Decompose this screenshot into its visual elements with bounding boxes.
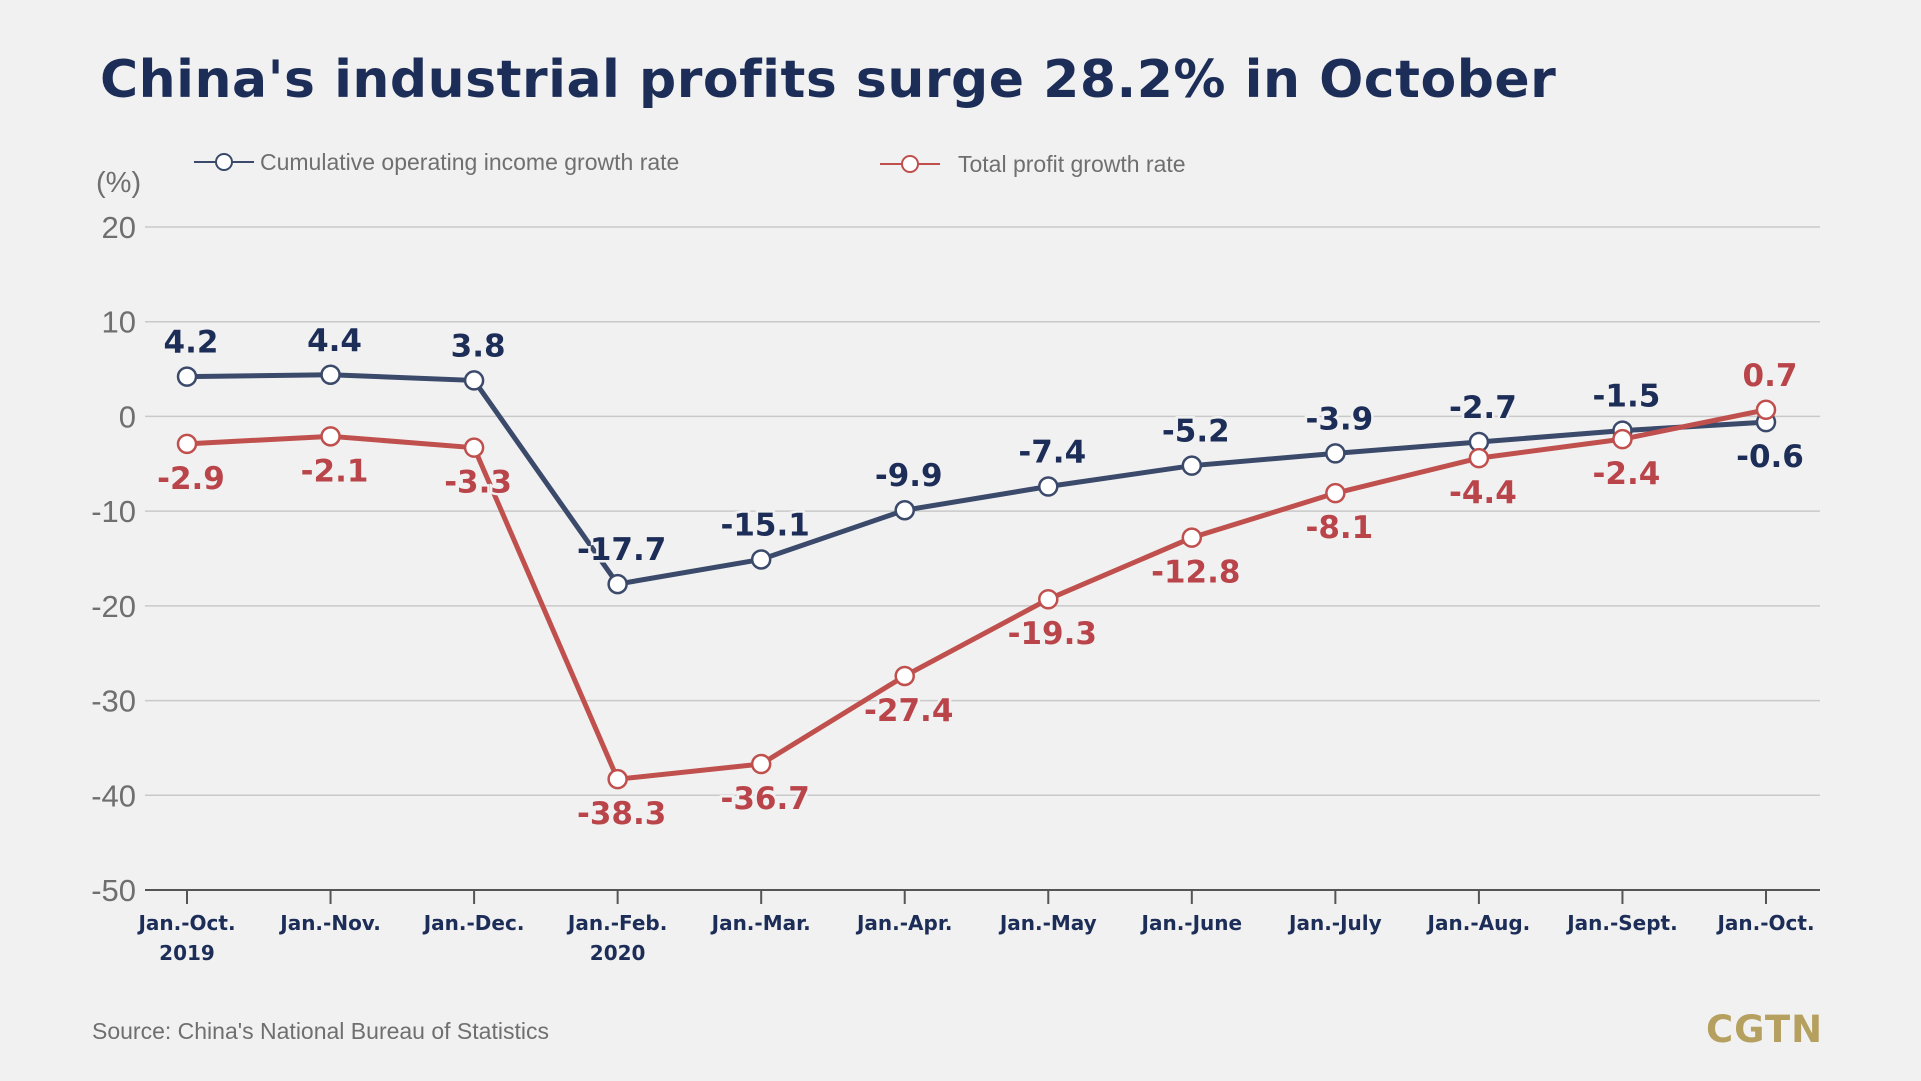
chart-title: China's industrial profits surge 28.2% i… xyxy=(100,50,1557,110)
y-tick-label: -30 xyxy=(91,684,136,719)
x-tick-label: 2020 xyxy=(590,941,646,965)
data-label-income: -9.9 xyxy=(875,458,943,494)
cgtn-logo: CGTN xyxy=(1706,1008,1824,1051)
data-point-profit xyxy=(1755,399,1777,421)
series-line-profit xyxy=(186,407,1767,782)
legend-marker-profit xyxy=(880,155,940,173)
data-point-profit xyxy=(1181,527,1203,548)
y-tick-label: -10 xyxy=(91,494,136,529)
y-tick-label: 20 xyxy=(102,210,136,245)
data-point-profit xyxy=(463,437,485,458)
data-label-profit: -4.4 xyxy=(1449,475,1517,511)
data-label-income: -0.6 xyxy=(1736,439,1804,475)
data-label-income: 3.8 xyxy=(451,328,506,364)
x-tick-label: Jan.-July xyxy=(1287,911,1382,935)
data-point-income xyxy=(320,364,341,386)
data-point-profit xyxy=(1038,588,1059,610)
data-label-profit: -27.4 xyxy=(864,693,953,729)
x-tick-label: 2019 xyxy=(159,941,215,965)
data-label-profit: -19.3 xyxy=(1008,616,1097,652)
y-tick-label: 0 xyxy=(119,399,136,434)
data-point-profit xyxy=(607,768,628,790)
data-label-profit: -36.7 xyxy=(721,781,810,817)
y-tick-label: -50 xyxy=(91,873,136,908)
data-point-profit xyxy=(1468,447,1490,469)
legend-label-income: Cumulative operating income growth rate xyxy=(260,149,680,175)
y-tick-label: -20 xyxy=(91,589,136,624)
x-tick-label: Jan.-Nov. xyxy=(278,911,381,935)
data-label-profit: -8.1 xyxy=(1305,510,1373,546)
data-label-profit: 0.7 xyxy=(1743,358,1798,394)
data-point-income xyxy=(750,549,772,570)
data-label-profit: -3.3 xyxy=(444,465,512,501)
data-label-profit: -2.9 xyxy=(157,461,225,497)
data-label-income: -3.9 xyxy=(1305,401,1373,437)
data-label-income: -5.2 xyxy=(1162,414,1230,450)
x-tick-label: Jan.-Oct. xyxy=(136,911,235,935)
y-tick-label: 10 xyxy=(102,305,136,340)
data-point-profit xyxy=(1325,482,1346,504)
data-point-income xyxy=(1325,443,1346,464)
data-label-income: -1.5 xyxy=(1593,379,1661,415)
x-tick-label: Jan.-Oct. xyxy=(1715,911,1814,935)
data-label-income: -2.7 xyxy=(1449,390,1517,426)
series-line-income xyxy=(186,372,1767,587)
x-tick-label: Jan.-Feb. xyxy=(566,911,667,935)
legend-marker-income xyxy=(194,153,254,171)
data-point-income xyxy=(607,573,628,595)
data-label-income: -7.4 xyxy=(1018,435,1086,471)
data-label-profit: -2.1 xyxy=(301,453,369,489)
x-tick-label: Jan.-Aug. xyxy=(1426,911,1531,935)
data-point-profit xyxy=(750,753,772,775)
data-label-profit: -12.8 xyxy=(1151,555,1240,591)
data-label-income: 4.4 xyxy=(307,323,362,359)
data-point-profit xyxy=(894,665,915,687)
data-point-profit xyxy=(320,426,341,447)
x-tick-label: Jan.-Mar. xyxy=(710,911,811,935)
data-point-profit xyxy=(176,433,198,455)
data-label-profit: -38.3 xyxy=(577,796,666,832)
data-label-profit: -2.4 xyxy=(1593,456,1661,492)
source-note: Source: China's National Bureau of Stati… xyxy=(92,1018,549,1044)
data-point-profit xyxy=(1612,428,1633,450)
y-axis-label: (%) xyxy=(96,167,141,199)
x-tick-label: Jan.-Sept. xyxy=(1565,911,1678,935)
y-tick-label: -40 xyxy=(91,778,136,813)
data-point-income xyxy=(176,366,198,387)
data-point-income xyxy=(1038,476,1059,497)
data-point-income xyxy=(463,370,485,391)
x-tick-label: Jan.-May xyxy=(998,911,1097,935)
data-point-income xyxy=(894,499,915,521)
data-label-income: -17.7 xyxy=(577,532,666,568)
data-label-income: -15.1 xyxy=(721,507,810,543)
x-tick-label: Jan.-June xyxy=(1140,911,1243,935)
x-tick-label: Jan.-Apr. xyxy=(855,911,952,935)
data-point-income xyxy=(1181,455,1203,476)
legend-label-profit: Total profit growth rate xyxy=(958,151,1186,177)
data-label-income: 4.2 xyxy=(164,325,219,361)
x-tick-label: Jan.-Dec. xyxy=(422,911,525,935)
